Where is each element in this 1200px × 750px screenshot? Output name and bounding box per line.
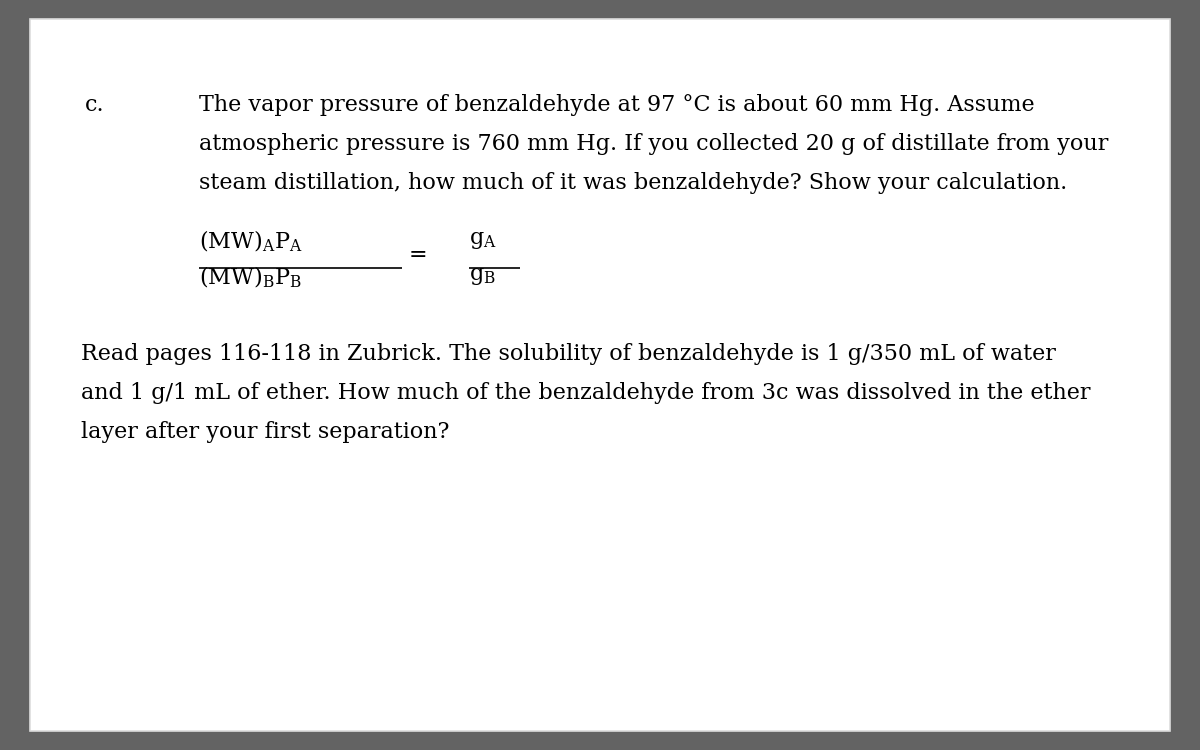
Text: (MW)$_\mathregular{A}$P$_\mathregular{A}$: (MW)$_\mathregular{A}$P$_\mathregular{A}… — [199, 229, 302, 254]
Text: (MW)$_\mathregular{B}$P$_\mathregular{B}$: (MW)$_\mathregular{B}$P$_\mathregular{B}… — [199, 265, 301, 290]
Text: steam distillation, how much of it was benzaldehyde? Show your calculation.: steam distillation, how much of it was b… — [199, 172, 1067, 194]
Text: and 1 g/1 mL of ether. How much of the benzaldehyde from 3c was dissolved in the: and 1 g/1 mL of ether. How much of the b… — [82, 382, 1091, 404]
Text: g$_\mathregular{B}$: g$_\mathregular{B}$ — [469, 265, 496, 286]
Text: c.: c. — [85, 94, 104, 116]
Text: Read pages 116-118 in Zubrick. The solubility of benzaldehyde is 1 g/350 mL of w: Read pages 116-118 in Zubrick. The solub… — [82, 343, 1056, 365]
Text: g$_\mathregular{A}$: g$_\mathregular{A}$ — [469, 229, 497, 251]
Text: layer after your first separation?: layer after your first separation? — [82, 422, 450, 443]
Text: The vapor pressure of benzaldehyde at 97 °C is about 60 mm Hg. Assume: The vapor pressure of benzaldehyde at 97… — [199, 94, 1034, 116]
Text: atmospheric pressure is 760 mm Hg. If you collected 20 g of distillate from your: atmospheric pressure is 760 mm Hg. If yo… — [199, 133, 1108, 154]
Text: =: = — [408, 244, 427, 266]
